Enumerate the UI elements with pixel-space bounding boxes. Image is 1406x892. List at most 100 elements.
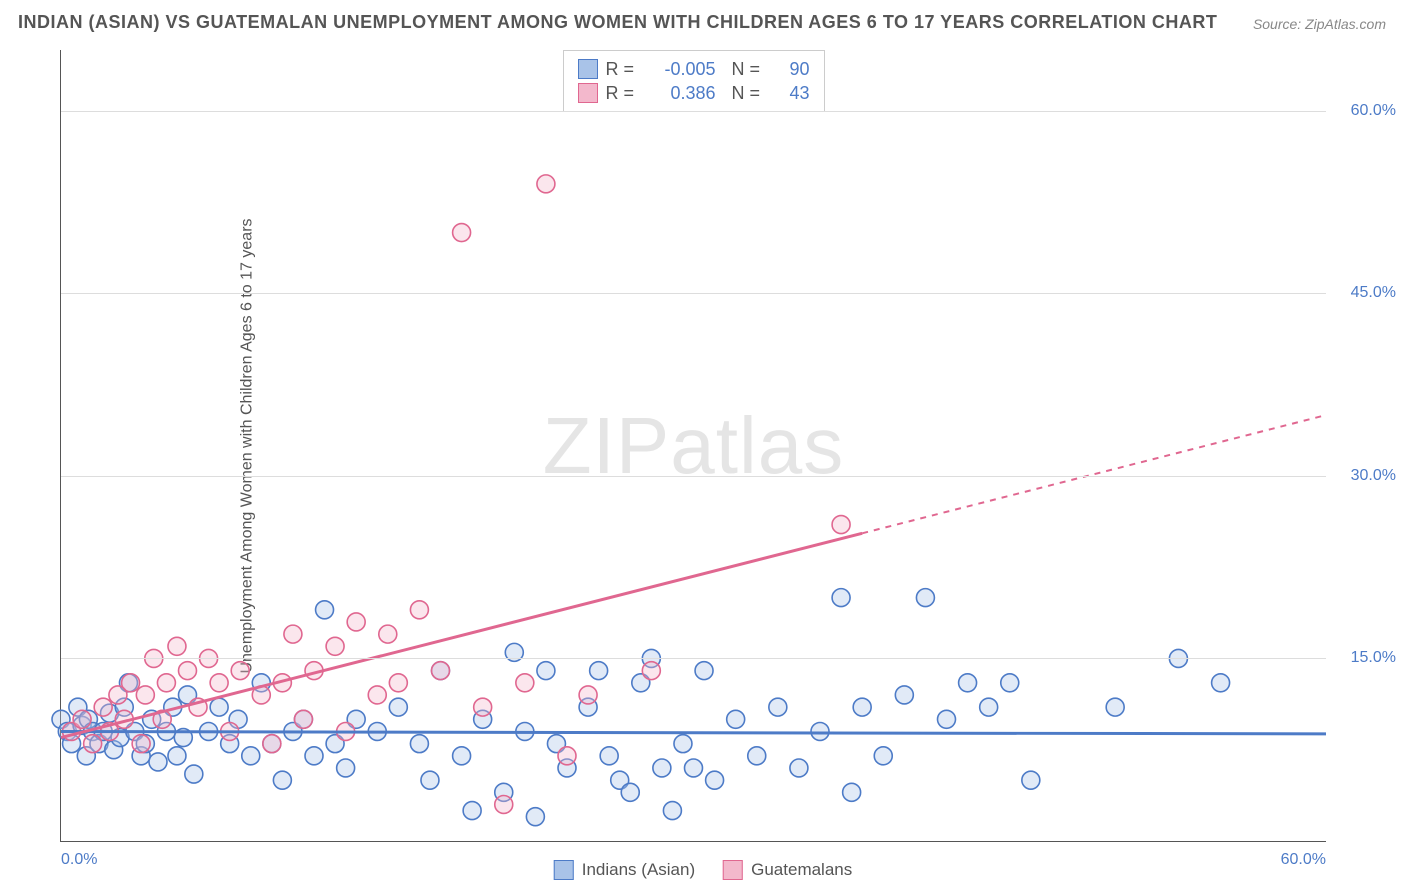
data-point: [600, 747, 618, 765]
data-point: [674, 735, 692, 753]
data-point: [590, 662, 608, 680]
data-point: [410, 601, 428, 619]
x-tick-label: 60.0%: [1281, 851, 1326, 869]
legend-row: R = -0.005 N = 90: [578, 57, 810, 81]
legend-swatch: [723, 860, 743, 880]
data-point: [790, 759, 808, 777]
data-point: [579, 686, 597, 704]
plot-svg: [61, 50, 1326, 841]
data-point: [379, 625, 397, 643]
y-tick-label: 60.0%: [1336, 102, 1396, 120]
data-point: [132, 735, 150, 753]
r-value: 0.386: [646, 81, 716, 105]
data-point: [185, 765, 203, 783]
data-point: [916, 589, 934, 607]
data-point: [895, 686, 913, 704]
data-point: [706, 771, 724, 789]
y-tick-label: 30.0%: [1336, 467, 1396, 485]
data-point: [453, 747, 471, 765]
data-point: [1212, 674, 1230, 692]
data-point: [695, 662, 713, 680]
data-point: [1001, 674, 1019, 692]
data-point: [938, 710, 956, 728]
data-point: [389, 674, 407, 692]
data-point: [84, 735, 102, 753]
data-point: [727, 710, 745, 728]
data-point: [621, 783, 639, 801]
data-point: [337, 759, 355, 777]
r-value: -0.005: [646, 57, 716, 81]
data-point: [663, 802, 681, 820]
data-point: [294, 710, 312, 728]
legend-label: Indians (Asian): [582, 860, 695, 880]
y-tick-label: 15.0%: [1336, 649, 1396, 667]
data-point: [168, 747, 186, 765]
data-point: [136, 686, 154, 704]
data-point: [305, 747, 323, 765]
data-point: [843, 783, 861, 801]
r-label: R =: [606, 57, 638, 81]
data-point: [558, 747, 576, 765]
data-point: [853, 698, 871, 716]
data-point: [421, 771, 439, 789]
data-point: [122, 674, 140, 692]
data-point: [537, 662, 555, 680]
x-tick-label: 0.0%: [61, 851, 97, 869]
data-point: [149, 753, 167, 771]
data-point: [653, 759, 671, 777]
data-point: [368, 686, 386, 704]
n-value: 90: [770, 57, 810, 81]
data-point: [410, 735, 428, 753]
gridline: [61, 111, 1326, 112]
data-point: [495, 796, 513, 814]
series-legend: Indians (Asian) Guatemalans: [554, 860, 853, 880]
data-point: [389, 698, 407, 716]
gridline: [61, 658, 1326, 659]
data-point: [168, 637, 186, 655]
legend-swatch: [554, 860, 574, 880]
legend-row: R =0.386N =43: [578, 81, 810, 105]
trend-line: [61, 731, 1326, 733]
r-label: R =: [606, 81, 638, 105]
correlation-legend: R =-0.005N =90R =0.386N =43: [563, 50, 825, 112]
legend-label: Guatemalans: [751, 860, 852, 880]
data-point: [347, 613, 365, 631]
data-point: [959, 674, 977, 692]
data-point: [94, 698, 112, 716]
data-point: [157, 674, 175, 692]
data-point: [642, 662, 660, 680]
data-point: [874, 747, 892, 765]
data-point: [463, 802, 481, 820]
legend-swatch: [578, 59, 598, 79]
gridline: [61, 293, 1326, 294]
data-point: [474, 698, 492, 716]
data-point: [516, 674, 534, 692]
data-point: [210, 698, 228, 716]
source-label: Source: ZipAtlas.com: [1253, 16, 1386, 32]
data-point: [832, 516, 850, 534]
data-point: [748, 747, 766, 765]
data-point: [537, 175, 555, 193]
trend-line-extrapolated: [862, 415, 1326, 533]
data-point: [231, 662, 249, 680]
data-point: [263, 735, 281, 753]
legend-item: Guatemalans: [723, 860, 852, 880]
data-point: [73, 710, 91, 728]
n-label: N =: [732, 81, 762, 105]
trend-line: [61, 533, 862, 737]
data-point: [685, 759, 703, 777]
data-point: [273, 771, 291, 789]
data-point: [526, 808, 544, 826]
data-point: [179, 662, 197, 680]
data-point: [1106, 698, 1124, 716]
data-point: [980, 698, 998, 716]
legend-item: Indians (Asian): [554, 860, 695, 880]
n-label: N =: [732, 57, 762, 81]
data-point: [832, 589, 850, 607]
data-point: [210, 674, 228, 692]
gridline: [61, 476, 1326, 477]
y-tick-label: 45.0%: [1336, 284, 1396, 302]
data-point: [316, 601, 334, 619]
data-point: [432, 662, 450, 680]
data-point: [242, 747, 260, 765]
